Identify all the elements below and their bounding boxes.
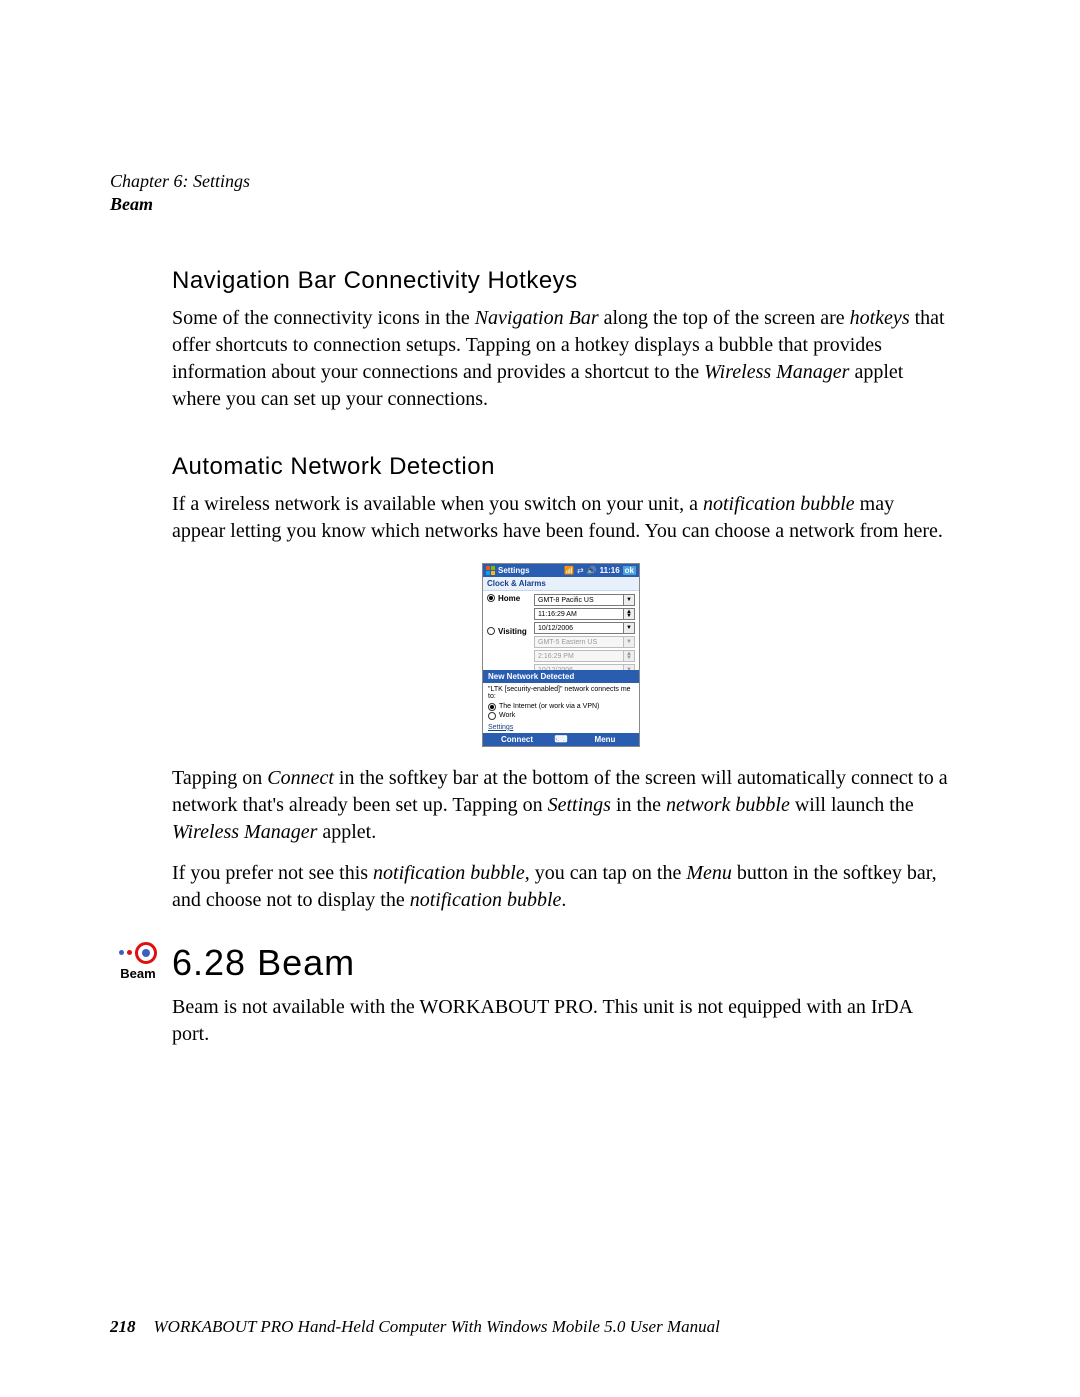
softkey-menu[interactable]: Menu	[571, 735, 639, 744]
manual-title: WORKABOUT PRO Hand-Held Computer With Wi…	[154, 1317, 720, 1337]
home-time-combo[interactable]: 11:16:29 AM ▲▼	[534, 608, 635, 620]
section-line: Beam	[110, 193, 950, 216]
applet-banner: Clock & Alarms	[483, 577, 639, 591]
embedded-screenshot: Settings 📶 ⇄ 🔊 11:16 ok Clock & Alarms H…	[172, 563, 950, 747]
visiting-tz-combo: GMT-5 Eastern US ▼	[534, 636, 635, 648]
term-notification-bubble: notification bubble	[373, 862, 525, 884]
text: If you prefer not see this	[172, 862, 373, 884]
term-connect: Connect	[267, 767, 334, 789]
term-notification-bubble: notification bubble	[703, 493, 855, 515]
option-internet[interactable]: The Internet (or work via a VPN)	[488, 703, 634, 711]
option-work[interactable]: Work	[488, 712, 634, 720]
notification-question: "LTK [security-enabled]" network connect…	[488, 686, 634, 700]
radio-home[interactable]	[487, 594, 495, 602]
spinner-icon[interactable]: ▲▼	[624, 608, 635, 620]
notification-header: New Network Detected	[483, 670, 639, 683]
beam-margin-label: Beam	[110, 966, 166, 981]
section-6-28: Beam 6.28 Beam Beam is not available wit…	[172, 942, 950, 1048]
para-connect: Tapping on Connect in the softkey bar at…	[172, 765, 950, 846]
text: Some of the connectivity icons in the	[172, 307, 475, 329]
term-menu: Menu	[686, 862, 732, 884]
term-wireless-manager: Wireless Manager	[704, 361, 849, 383]
term-network-bubble: network bubble	[666, 794, 790, 816]
page-footer: 218 WORKABOUT PRO Hand-Held Computer Wit…	[110, 1317, 950, 1337]
wm-titlebar: Settings 📶 ⇄ 🔊 11:16 ok	[483, 564, 639, 577]
term-hotkeys: hotkeys	[850, 307, 910, 329]
spinner-icon: ▲▼	[624, 650, 635, 662]
text: , you can tap on the	[525, 862, 687, 884]
home-time-value: 11:16:29 AM	[534, 608, 624, 620]
dropdown-icon[interactable]: ▼	[624, 594, 635, 606]
text: along the top of the screen are	[599, 307, 850, 329]
radio-work[interactable]	[488, 712, 496, 720]
volume-icon[interactable]: 🔊	[587, 566, 597, 575]
radio-internet[interactable]	[488, 703, 496, 711]
term-navigation-bar: Navigation Bar	[475, 307, 599, 329]
visiting-date-combo: 10/12/2006 ▼	[534, 664, 635, 670]
fields-column: GMT-8 Pacific US ▼ 11:16:29 AM ▲▼ 10/12/…	[534, 594, 635, 670]
keyboard-icon[interactable]: ⌨	[551, 734, 571, 745]
heading-nav-hotkeys: Navigation Bar Connectivity Hotkeys	[172, 267, 950, 295]
beam-margin-icon: Beam	[110, 942, 166, 981]
device-frame: Settings 📶 ⇄ 🔊 11:16 ok Clock & Alarms H…	[482, 563, 640, 747]
dropdown-icon: ▼	[624, 664, 635, 670]
para-disable-bubble: If you prefer not see this notification …	[172, 860, 950, 914]
timezone-panel: Home Visiting GMT-8 Pacific US ▼	[483, 591, 639, 670]
ok-button[interactable]: ok	[623, 566, 636, 575]
clock-text[interactable]: 11:16	[600, 566, 620, 575]
home-label: Home	[498, 594, 520, 603]
visiting-label: Visiting	[498, 627, 527, 636]
start-icon[interactable]	[486, 566, 495, 575]
softkey-bar: Connect ⌨ Menu	[483, 733, 639, 746]
content-column: Navigation Bar Connectivity Hotkeys Some…	[172, 267, 950, 1048]
text: applet.	[317, 821, 376, 843]
settings-link[interactable]: Settings	[488, 724, 513, 731]
para-beam: Beam is not available with the WORKABOUT…	[172, 994, 950, 1048]
dropdown-icon: ▼	[624, 636, 635, 648]
term-settings: Settings	[548, 794, 611, 816]
beam-icon	[119, 942, 157, 964]
term-wireless-manager: Wireless Manager	[172, 821, 317, 843]
titlebar-title: Settings	[498, 566, 530, 575]
option-work-label: Work	[499, 712, 515, 719]
option-internet-label: The Internet (or work via a VPN)	[499, 703, 599, 710]
home-tz-combo[interactable]: GMT-8 Pacific US ▼	[534, 594, 635, 606]
text: in the	[611, 794, 666, 816]
page-number: 218	[110, 1317, 136, 1337]
softkey-connect[interactable]: Connect	[483, 735, 551, 744]
para-nav-hotkeys: Some of the connectivity icons in the Na…	[172, 305, 950, 413]
visiting-date-value: 10/12/2006	[534, 664, 624, 670]
home-radio-row[interactable]: Home	[487, 594, 531, 603]
visiting-radio-row[interactable]: Visiting	[487, 627, 531, 636]
text: If a wireless network is available when …	[172, 493, 703, 515]
para-auto-detect: If a wireless network is available when …	[172, 491, 950, 545]
notification-body: "LTK [security-enabled]" network connect…	[483, 683, 639, 733]
term-notification-bubble: notification bubble	[410, 889, 562, 911]
heading-beam: 6.28 Beam	[172, 942, 950, 984]
home-date-value: 10/12/2006	[534, 622, 624, 634]
visiting-tz-value: GMT-5 Eastern US	[534, 636, 624, 648]
radio-visiting[interactable]	[487, 627, 495, 635]
signal-icon[interactable]: 📶	[564, 566, 574, 575]
dropdown-icon[interactable]: ▼	[624, 622, 635, 634]
heading-auto-detect: Automatic Network Detection	[172, 453, 950, 481]
home-tz-value: GMT-8 Pacific US	[534, 594, 624, 606]
text: Tapping on	[172, 767, 267, 789]
text: will launch the	[790, 794, 914, 816]
home-date-combo[interactable]: 10/12/2006 ▼	[534, 622, 635, 634]
chapter-line: Chapter 6: Settings	[110, 170, 950, 193]
manual-page: Chapter 6: Settings Beam Navigation Bar …	[0, 0, 1080, 1397]
text: .	[561, 889, 566, 911]
connectivity-icon[interactable]: ⇄	[577, 566, 584, 575]
radio-column: Home Visiting	[487, 594, 531, 670]
visiting-time-combo: 2:16:29 PM ▲▼	[534, 650, 635, 662]
running-header: Chapter 6: Settings Beam	[110, 170, 950, 217]
visiting-time-value: 2:16:29 PM	[534, 650, 624, 662]
